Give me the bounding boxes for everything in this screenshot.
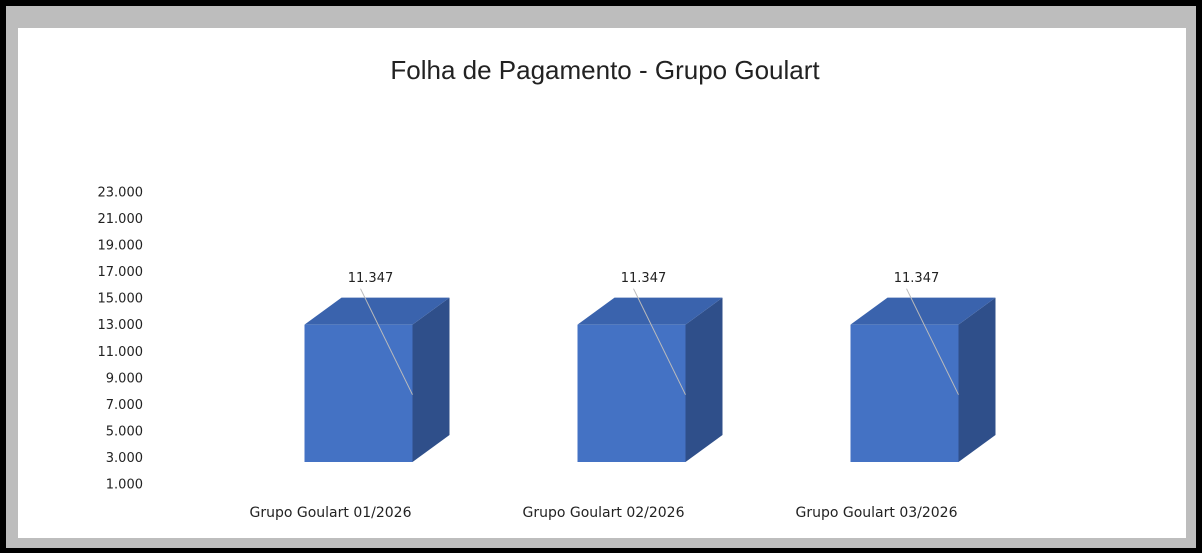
y-tick-label: 17.000 — [98, 265, 144, 280]
y-tick-label: 13.000 — [98, 318, 144, 333]
y-tick-label: 5.000 — [106, 424, 143, 439]
bar-top — [850, 297, 996, 325]
y-tick-label: 11.000 — [98, 345, 144, 360]
bar — [577, 324, 686, 462]
x-tick-label: Grupo Goulart 02/2026 — [523, 505, 685, 521]
bar-top — [577, 297, 723, 325]
bar — [850, 324, 959, 462]
data-label: 11.347 — [348, 271, 394, 286]
y-tick-label: 7.000 — [106, 398, 143, 413]
y-tick-label: 9.000 — [106, 371, 143, 386]
leader-line — [633, 288, 686, 395]
x-tick-label: Grupo Goulart 03/2026 — [796, 505, 958, 521]
leader-line — [360, 288, 413, 395]
y-tick-label: 15.000 — [98, 292, 144, 307]
x-tick-label: Grupo Goulart 01/2026 — [250, 505, 412, 521]
y-tick-label: 23.000 — [98, 186, 144, 201]
data-label: 11.347 — [621, 271, 667, 286]
bar-side — [412, 297, 450, 462]
chart-title: Folha de Pagamento - Grupo Goulart — [390, 55, 820, 85]
y-tick-label: 1.000 — [106, 478, 143, 493]
data-label: 11.347 — [894, 271, 940, 286]
y-tick-label: 19.000 — [98, 239, 144, 254]
y-tick-label: 21.000 — [98, 212, 144, 227]
bar-top — [304, 297, 450, 325]
leader-line — [906, 288, 959, 395]
y-tick-label: 3.000 — [106, 451, 143, 466]
bar-side — [685, 297, 723, 462]
bar-side — [958, 297, 996, 462]
bar — [304, 324, 413, 462]
